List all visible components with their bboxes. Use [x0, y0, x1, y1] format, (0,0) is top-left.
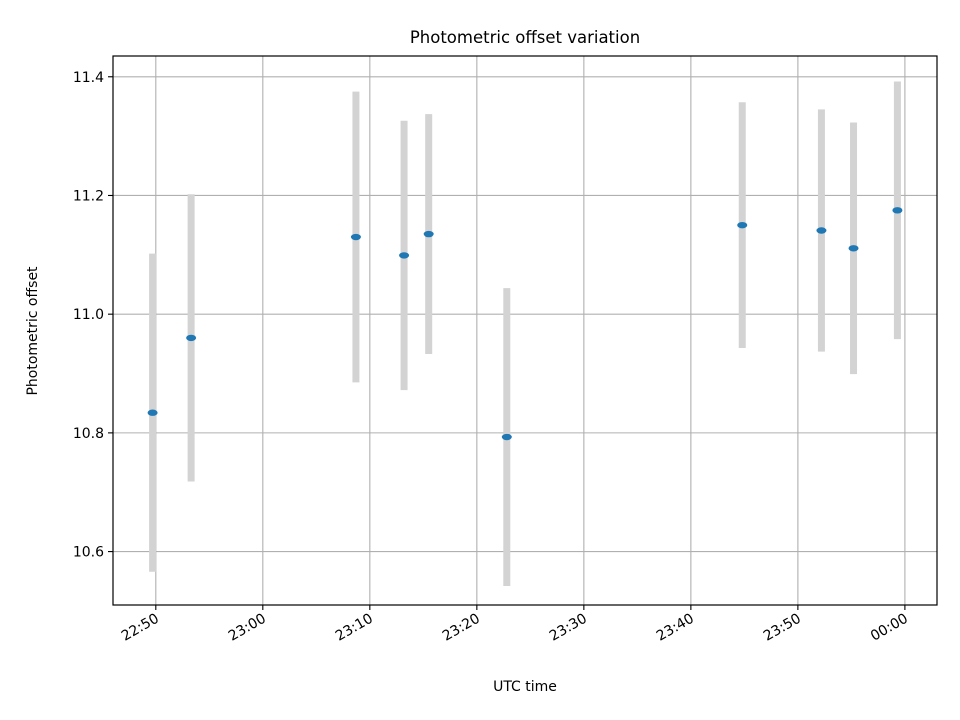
x-tick-label: 23:00 — [226, 611, 269, 645]
y-axis-ticks: 10.6 10.8 11.0 11.2 11.4 — [73, 70, 113, 561]
y-tick-label: 10.6 — [73, 545, 104, 561]
x-tick-label: 23:10 — [333, 611, 376, 645]
data-point — [147, 409, 158, 416]
x-tick-label: 00:00 — [868, 611, 911, 645]
plot-frame — [112, 55, 938, 606]
data-point — [737, 221, 748, 229]
x-tick-label: 23:50 — [761, 611, 804, 645]
data-point — [848, 245, 859, 252]
x-tick-label: 23:30 — [547, 611, 590, 645]
x-tick-label: 23:20 — [440, 611, 483, 645]
data-point — [423, 230, 434, 238]
data-point — [501, 433, 512, 441]
y-tick-label: 11.0 — [73, 307, 104, 323]
error-bars — [149, 81, 901, 587]
x-tick-label: 22:50 — [119, 611, 162, 645]
data-point — [399, 252, 410, 259]
data-point — [186, 334, 197, 342]
x-axis-label: UTC time — [493, 679, 557, 695]
data-points — [147, 207, 903, 441]
y-axis-label: Photometric offset — [25, 266, 41, 396]
data-point — [892, 207, 903, 214]
y-tick-label: 11.2 — [73, 188, 104, 204]
y-tick-label: 10.8 — [73, 426, 104, 442]
data-point — [816, 227, 827, 234]
grid-lines — [113, 56, 937, 605]
x-axis-ticks: 22:50 23:00 23:10 23:20 23:30 23:40 23:50 00:00 — [119, 605, 911, 645]
x-tick-label: 23:40 — [654, 611, 697, 645]
data-point — [350, 233, 361, 241]
y-tick-label: 11.4 — [73, 70, 104, 86]
chart-title: Photometric offset variation — [410, 28, 640, 47]
